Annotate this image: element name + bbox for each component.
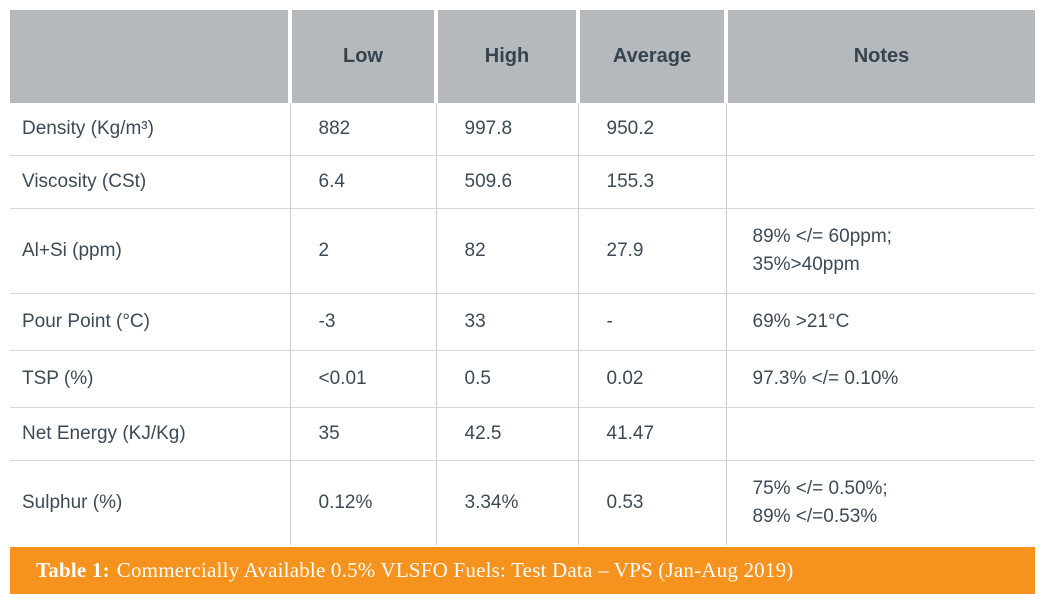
table-row-net-energy: Net Energy (KJ/Kg) 35 42.5 41.47 bbox=[10, 407, 1035, 461]
cell-high: 33 bbox=[436, 293, 579, 351]
table-row-density: Density (Kg/m³) 882 997.8 950.2 bbox=[10, 103, 1035, 156]
header-notes: Notes bbox=[726, 10, 1035, 103]
table-row-sulphur: Sulphur (%) 0.12% 3.34% 0.53 75% </= 0.5… bbox=[10, 460, 1035, 545]
cell-notes: 75% </= 0.50%; 89% </=0.53% bbox=[726, 460, 1035, 545]
cell-high: 42.5 bbox=[436, 407, 579, 461]
cell-low: 2 bbox=[290, 208, 437, 294]
cell-average: 155.3 bbox=[578, 155, 727, 209]
table-row-tsp: TSP (%) <0.01 0.5 0.02 97.3% </= 0.10% bbox=[10, 350, 1035, 408]
table-row-al-si: Al+Si (ppm) 2 82 27.9 89% </= 60ppm; 35%… bbox=[10, 208, 1035, 294]
header-parameter bbox=[10, 10, 292, 103]
row-label: TSP (%) bbox=[10, 350, 291, 408]
vlsfo-test-data-table: Low High Average Notes Density (Kg/m³) 8… bbox=[10, 10, 1035, 545]
cell-notes: 69% >21°C bbox=[726, 293, 1035, 351]
cell-high: 0.5 bbox=[436, 350, 579, 408]
cell-low: 35 bbox=[290, 407, 437, 461]
cell-notes bbox=[726, 155, 1035, 209]
cell-average: 0.02 bbox=[578, 350, 727, 408]
table-caption: Table 1: Commercially Available 0.5% VLS… bbox=[10, 547, 1035, 594]
cell-high: 3.34% bbox=[436, 460, 579, 545]
cell-notes bbox=[726, 103, 1035, 156]
cell-average: 27.9 bbox=[578, 208, 727, 294]
row-label: Sulphur (%) bbox=[10, 460, 291, 545]
cell-high: 82 bbox=[436, 208, 579, 294]
row-label: Net Energy (KJ/Kg) bbox=[10, 407, 291, 461]
cell-average: 950.2 bbox=[578, 103, 727, 156]
cell-low: <0.01 bbox=[290, 350, 437, 408]
header-row: Low High Average Notes bbox=[10, 10, 1035, 103]
cell-notes bbox=[726, 407, 1035, 461]
cell-average: 0.53 bbox=[578, 460, 727, 545]
header-average: Average bbox=[578, 10, 728, 103]
cell-high: 997.8 bbox=[436, 103, 579, 156]
header-low: Low bbox=[290, 10, 438, 103]
cell-low: -3 bbox=[290, 293, 437, 351]
row-label: Viscosity (CSt) bbox=[10, 155, 291, 209]
cell-low: 0.12% bbox=[290, 460, 437, 545]
header-high: High bbox=[436, 10, 580, 103]
cell-notes: 89% </= 60ppm; 35%>40ppm bbox=[726, 208, 1035, 294]
table-row-viscosity: Viscosity (CSt) 6.4 509.6 155.3 bbox=[10, 155, 1035, 209]
row-label: Al+Si (ppm) bbox=[10, 208, 291, 294]
row-label: Density (Kg/m³) bbox=[10, 103, 291, 156]
cell-average: - bbox=[578, 293, 727, 351]
cell-high: 509.6 bbox=[436, 155, 579, 209]
row-label: Pour Point (°C) bbox=[10, 293, 291, 351]
cell-average: 41.47 bbox=[578, 407, 727, 461]
cell-notes: 97.3% </= 0.10% bbox=[726, 350, 1035, 408]
table-row-pour-point: Pour Point (°C) -3 33 - 69% >21°C bbox=[10, 293, 1035, 351]
cell-low: 6.4 bbox=[290, 155, 437, 209]
caption-prefix: Table 1: bbox=[36, 558, 110, 582]
cell-low: 882 bbox=[290, 103, 437, 156]
caption-text: Commercially Available 0.5% VLSFO Fuels:… bbox=[116, 558, 794, 582]
